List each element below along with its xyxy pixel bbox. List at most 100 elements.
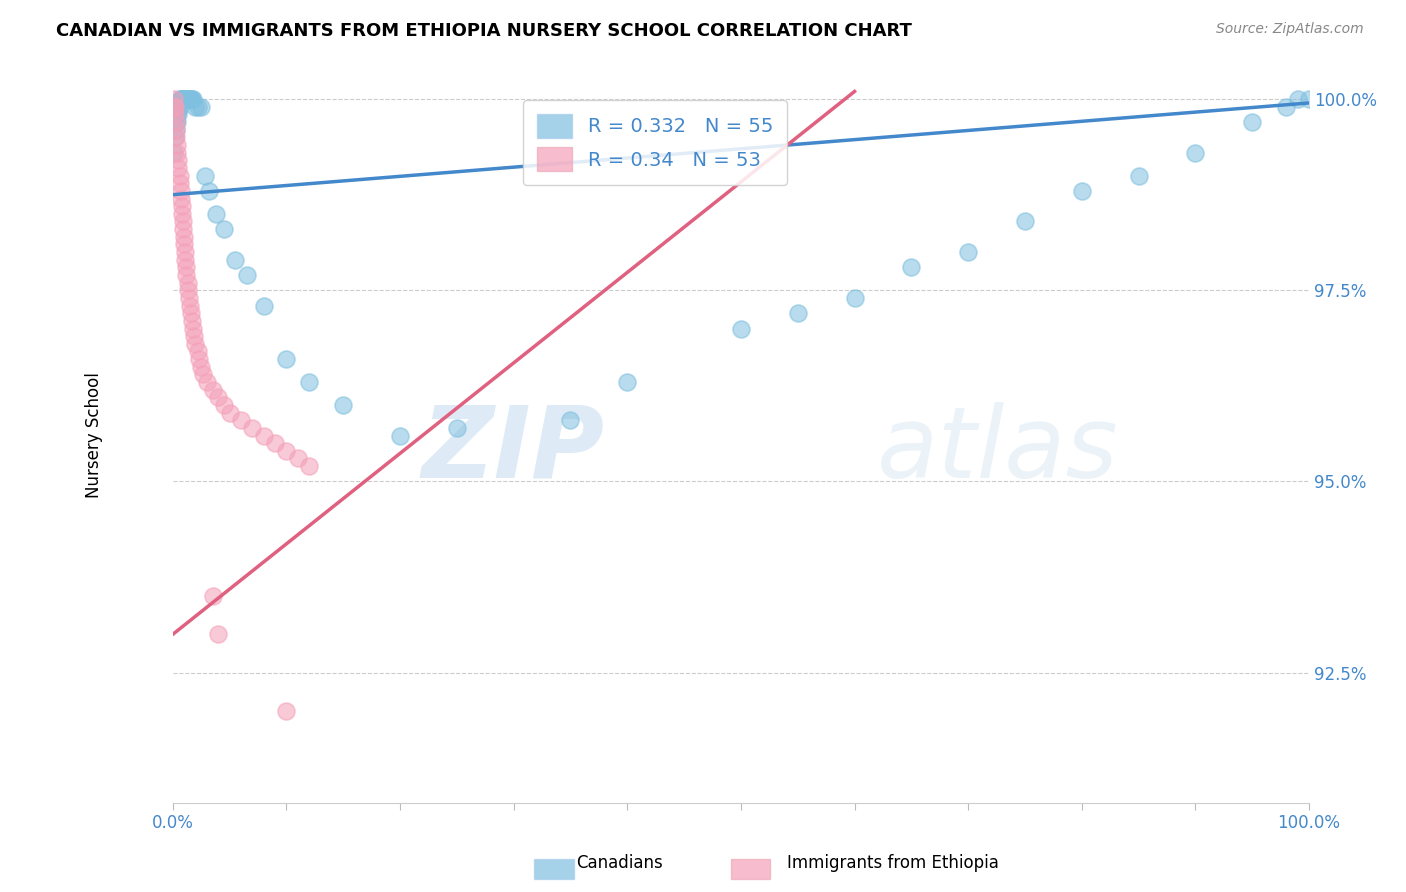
Point [173, 92, 195, 106]
Point [166, 115, 188, 129]
Point [180, 306, 202, 320]
Point [187, 344, 209, 359]
Point [389, 428, 412, 442]
Point [187, 352, 209, 367]
Point [446, 421, 468, 435]
Point [187, 100, 209, 114]
Point [179, 299, 201, 313]
Point [1184, 145, 1206, 160]
Point [276, 443, 298, 458]
Point [170, 92, 193, 106]
Point [1014, 214, 1036, 228]
Point [1275, 100, 1298, 114]
Point [181, 321, 204, 335]
Legend: R = 0.332   N = 55, R = 0.34   N = 53: R = 0.332 N = 55, R = 0.34 N = 53 [523, 100, 786, 185]
Point [170, 92, 193, 106]
Point [176, 276, 198, 290]
Point [180, 92, 202, 106]
Point [253, 299, 276, 313]
Point [1298, 92, 1320, 106]
Point [170, 207, 193, 221]
Point [163, 100, 186, 114]
Point [195, 375, 218, 389]
Point [235, 268, 257, 282]
Point [193, 169, 215, 183]
Point [167, 153, 190, 168]
Y-axis label: Nursery School: Nursery School [86, 373, 103, 499]
Point [170, 199, 193, 213]
Point [183, 329, 205, 343]
Point [212, 222, 235, 236]
Text: CANADIAN VS IMMIGRANTS FROM ETHIOPIA NURSERY SCHOOL CORRELATION CHART: CANADIAN VS IMMIGRANTS FROM ETHIOPIA NUR… [56, 22, 912, 40]
Point [181, 92, 204, 106]
Point [163, 100, 186, 114]
Point [176, 92, 198, 106]
Point [173, 92, 195, 106]
Point [174, 245, 197, 260]
Point [177, 291, 200, 305]
Point [1128, 169, 1150, 183]
Point [170, 92, 193, 106]
Point [165, 115, 187, 129]
Point [166, 145, 188, 160]
Point [172, 92, 194, 106]
Point [163, 92, 186, 106]
Point [207, 627, 229, 641]
Point [616, 375, 638, 389]
Point [560, 413, 582, 427]
Point [190, 359, 212, 374]
Point [179, 92, 201, 106]
Point [1241, 115, 1264, 129]
Point [170, 184, 193, 198]
Point [900, 260, 922, 275]
Point [169, 176, 191, 190]
Text: atlas: atlas [877, 401, 1119, 499]
Point [165, 122, 187, 136]
Point [170, 192, 193, 206]
Point [205, 207, 228, 221]
Point [176, 92, 198, 106]
Point [165, 130, 187, 145]
Point [181, 314, 204, 328]
Point [957, 245, 980, 260]
Point [163, 130, 186, 145]
Point [170, 92, 193, 106]
Point [173, 229, 195, 244]
Point [184, 100, 207, 114]
Point [264, 436, 287, 450]
Point [276, 352, 298, 367]
Text: Immigrants from Ethiopia: Immigrants from Ethiopia [787, 855, 1000, 872]
Point [218, 406, 240, 420]
Point [332, 398, 354, 412]
Point [184, 336, 207, 351]
Point [298, 459, 321, 474]
Point [166, 138, 188, 153]
Point [174, 92, 197, 106]
Point [181, 92, 204, 106]
Point [176, 268, 198, 282]
Point [229, 413, 252, 427]
Text: ZIP: ZIP [422, 401, 605, 499]
Point [1286, 92, 1309, 106]
Point [167, 161, 190, 175]
Point [786, 306, 808, 320]
Point [169, 100, 191, 114]
Point [298, 375, 321, 389]
Point [276, 704, 298, 718]
Point [169, 92, 191, 106]
Point [193, 368, 215, 382]
Point [844, 291, 866, 305]
Point [172, 222, 194, 236]
Point [198, 184, 221, 198]
Point [169, 169, 191, 183]
Point [165, 122, 187, 136]
Point [212, 398, 235, 412]
Point [166, 107, 188, 121]
Point [253, 428, 276, 442]
Point [163, 107, 186, 121]
Point [240, 421, 263, 435]
Point [167, 107, 190, 121]
Point [190, 100, 212, 114]
Point [176, 283, 198, 297]
Text: Source: ZipAtlas.com: Source: ZipAtlas.com [1216, 22, 1364, 37]
